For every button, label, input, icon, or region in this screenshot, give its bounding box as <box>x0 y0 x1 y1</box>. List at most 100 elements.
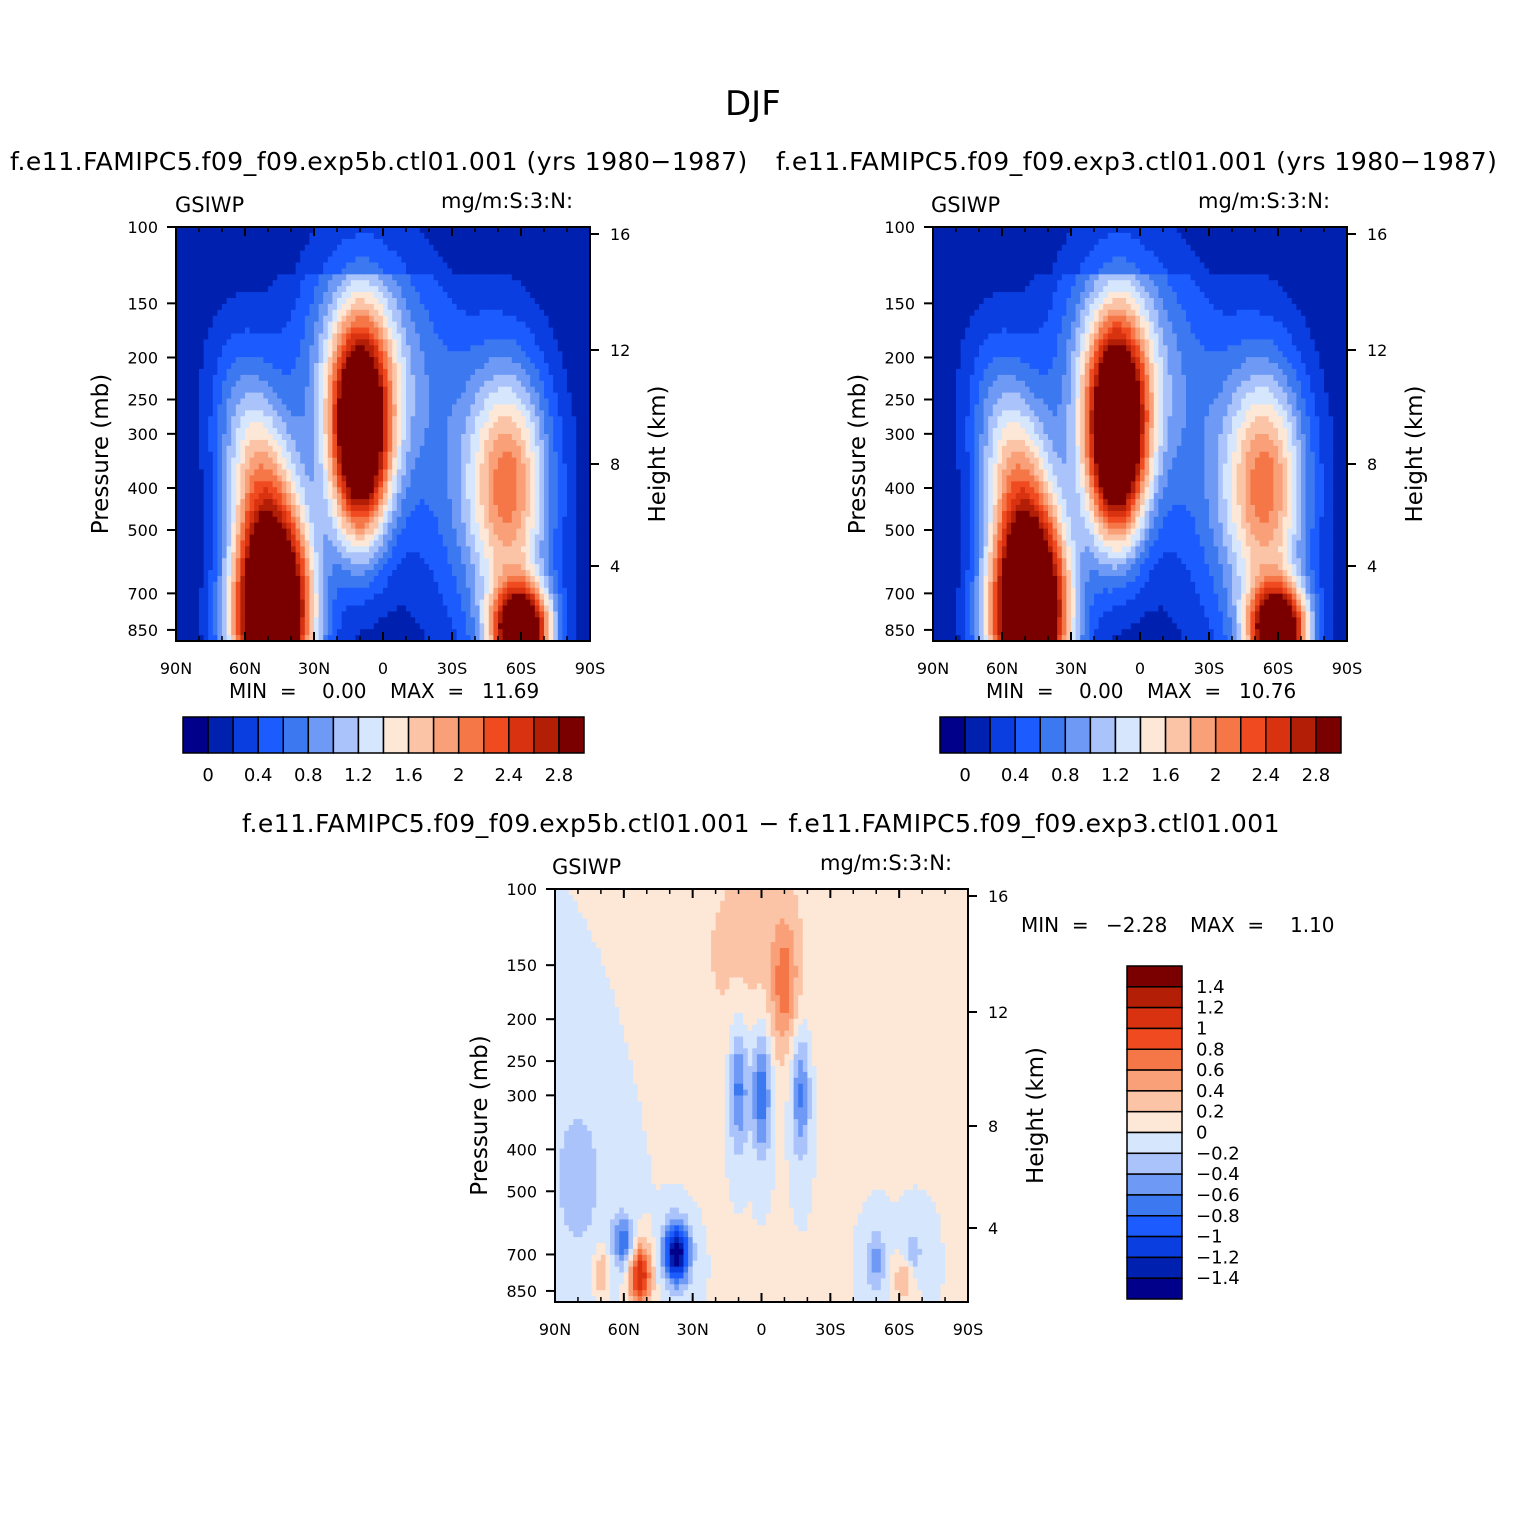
left-field-cell <box>208 410 214 417</box>
left-field-cell <box>415 575 421 583</box>
left-field-cell <box>433 262 439 269</box>
left-field-cell <box>277 422 283 429</box>
left-field-cell <box>318 392 324 400</box>
left-field-cell <box>332 416 338 423</box>
left-field-cell <box>180 469 186 476</box>
left-field-cell <box>498 303 504 311</box>
left-field-cell <box>392 439 398 447</box>
left-field-cell <box>309 274 315 281</box>
left-field-cell <box>199 238 205 246</box>
left-field-cell <box>272 422 278 429</box>
left-field-cell <box>429 428 435 435</box>
left-field-cell <box>355 386 361 394</box>
left-field-cell <box>406 422 412 429</box>
left-field-cell <box>415 487 421 494</box>
left-field-cell <box>461 587 467 595</box>
left-field-cell <box>249 599 255 607</box>
left-field-cell <box>318 232 324 240</box>
left-field-cell <box>410 398 416 406</box>
left-field-cell <box>318 558 324 565</box>
left-field-cell <box>295 244 301 252</box>
left-field-cell <box>208 546 214 553</box>
left-field-cell <box>199 404 205 411</box>
left-field-cell <box>263 368 269 376</box>
left-field-cell <box>378 374 384 382</box>
left-field-cell <box>235 238 241 246</box>
left-field-cell <box>304 522 310 530</box>
left-field-cell <box>254 546 260 553</box>
left-field-cell <box>433 599 439 607</box>
left-field-cell <box>360 481 366 488</box>
left-field-cell <box>235 315 241 323</box>
left-field-cell <box>254 599 260 607</box>
left-field-cell <box>415 617 421 624</box>
left-field-cell <box>208 499 214 506</box>
left-field-cell <box>433 422 439 429</box>
left-field-cell <box>401 516 407 524</box>
left-field-cell <box>498 552 504 559</box>
left-field-cell <box>452 410 458 417</box>
left-field-cell <box>429 635 435 642</box>
left-field-cell <box>309 398 315 406</box>
left-field-cell <box>452 611 458 618</box>
left-field-cell <box>350 546 356 553</box>
left-field-cell <box>268 416 274 423</box>
left-field-cell <box>355 380 361 388</box>
left-field-cell <box>291 238 297 246</box>
left-field-cell <box>277 504 283 512</box>
left-field-cell <box>396 534 402 542</box>
left-field-cell <box>470 546 476 553</box>
left-field-cell <box>465 575 471 583</box>
left-field-cell <box>300 434 306 441</box>
left-field-cell <box>226 333 232 340</box>
left-field-cell <box>194 457 200 465</box>
left-field-cell <box>383 439 389 447</box>
left-field-cell <box>406 635 412 642</box>
left-field-cell <box>212 617 218 624</box>
left-field-cell <box>346 368 352 376</box>
left-field-cell <box>249 351 255 358</box>
left-field-cell <box>304 575 310 583</box>
left-field-cell <box>291 493 297 500</box>
left-field-cell <box>341 510 347 518</box>
left-field-cell <box>337 262 343 269</box>
left-field-cell <box>456 516 462 524</box>
left-field-cell <box>484 469 490 476</box>
left-field-cell <box>199 463 205 471</box>
left-field-cell <box>447 404 453 411</box>
left-field-cell <box>364 297 370 305</box>
left-field-cell <box>341 623 347 630</box>
left-field-cell <box>479 292 485 299</box>
left-field-cell <box>272 244 278 252</box>
left-field-cell <box>332 605 338 613</box>
left-field-cell <box>268 469 274 476</box>
left-field-cell <box>231 250 237 258</box>
left-field-cell <box>341 250 347 258</box>
left-field-cell <box>410 428 416 435</box>
left-field-cell <box>249 587 255 595</box>
left-field-cell <box>424 286 430 293</box>
left-field-cell <box>378 617 384 624</box>
left-field-cell <box>291 570 297 577</box>
left-field-cell <box>461 611 467 618</box>
left-field-cell <box>217 581 223 589</box>
left-field-cell <box>419 232 425 240</box>
left-field-cell <box>304 303 310 311</box>
left-field-cell <box>484 487 490 494</box>
left-field-cell <box>429 445 435 453</box>
left-field-cell <box>433 398 439 406</box>
left-field-cell <box>401 481 407 488</box>
left-field-cell <box>470 475 476 482</box>
left-field-cell <box>245 274 251 281</box>
left-field-cell <box>383 297 389 305</box>
left-field-cell <box>203 469 209 476</box>
left-field-cell <box>470 605 476 613</box>
left-field-cell <box>442 238 448 246</box>
left-field-cell <box>456 605 462 613</box>
left-field-cell <box>493 499 499 506</box>
left-field-cell <box>254 315 260 323</box>
left-field-cell <box>401 280 407 287</box>
left-field-cell <box>263 238 269 246</box>
left-field-cell <box>208 469 214 476</box>
left-field-cell <box>415 238 421 246</box>
